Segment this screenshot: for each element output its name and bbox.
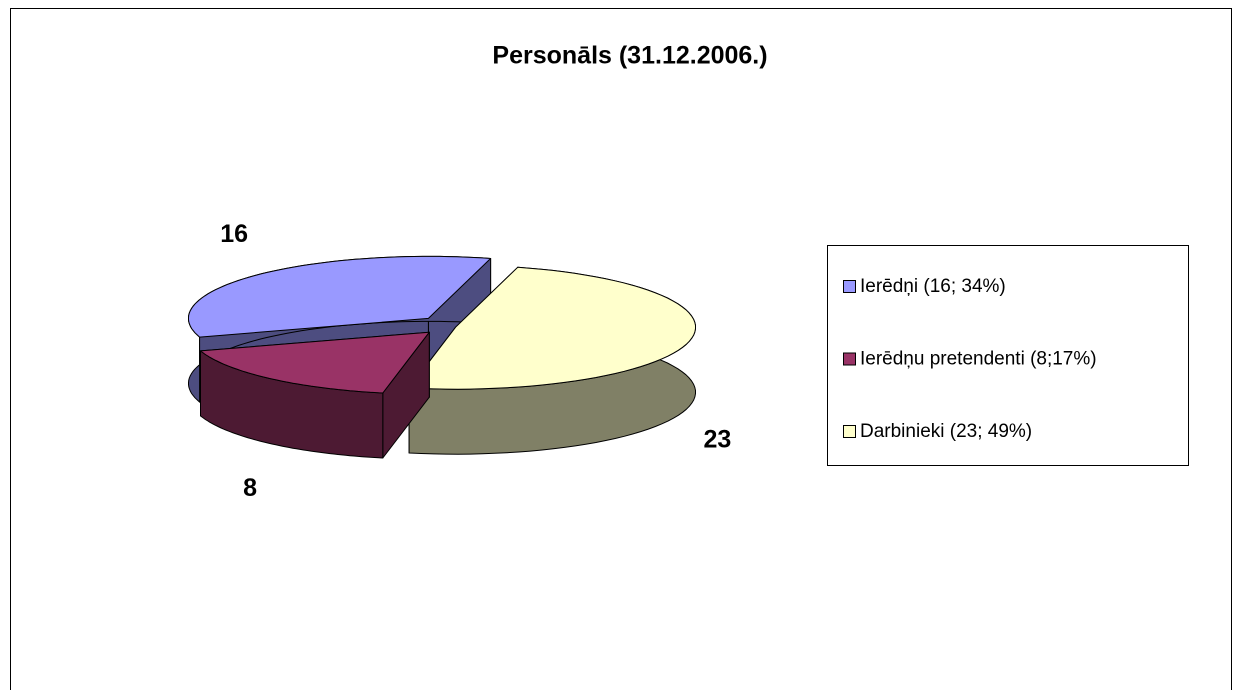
legend-swatch — [843, 352, 856, 366]
data-label: 16 — [220, 220, 248, 248]
data-label: 8 — [243, 474, 257, 502]
slice — [188, 255, 492, 338]
legend-label: Ierēdņi (16; 34%) — [860, 276, 1006, 297]
chart-title: Personāls (31.12.2006.) — [492, 42, 767, 70]
legend-label: Darbinieki (23; 49%) — [860, 421, 1032, 442]
slice — [408, 266, 696, 390]
pie: 16 23 8 — [188, 220, 731, 502]
legend-label: Ierēdņu pretendenti (8;17%) — [860, 349, 1097, 370]
legend-swatch — [843, 425, 856, 438]
legend-box — [827, 245, 1189, 466]
legend: Ierēdņi (16; 34%) Ierēdņu pretendenti (8;… — [843, 276, 1097, 442]
legend-swatch — [843, 280, 856, 293]
data-label: 23 — [703, 426, 731, 454]
slice — [200, 331, 430, 394]
